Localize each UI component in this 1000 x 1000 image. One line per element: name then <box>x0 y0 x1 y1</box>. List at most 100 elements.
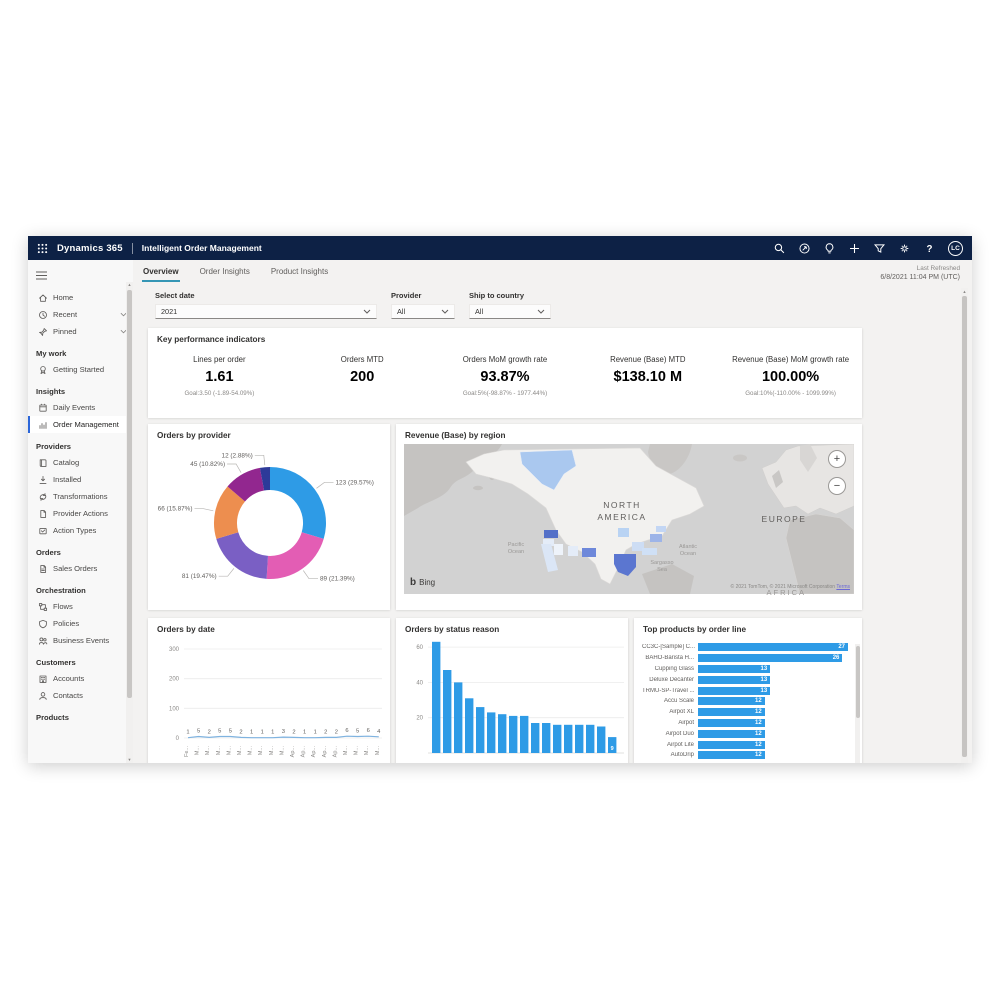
top-products-row[interactable]: Deluxe Decanter 13 <box>642 674 852 685</box>
svg-text:1: 1 <box>250 730 253 736</box>
top-products-row[interactable]: Cupping Glass 13 <box>642 664 852 675</box>
sidebar-item-pinned[interactable]: Pinned <box>28 323 133 340</box>
top-products-row[interactable]: Airpot Duo 12 <box>642 728 852 739</box>
sidebar-item-recent[interactable]: Recent <box>28 306 133 323</box>
revenue-by-region-map[interactable]: NORTH AMERICA EUROPE Pacific Ocean Atlan… <box>404 443 855 597</box>
svg-text:2: 2 <box>335 729 338 735</box>
orders-by-status-reason-bar-chart[interactable]: 20 40 60 9 <box>396 636 628 763</box>
world-map[interactable]: NORTH AMERICA EUROPE Pacific Ocean Atlan… <box>404 443 855 595</box>
sidebar-item-label: Home <box>53 293 74 302</box>
orders-by-provider-donut-chart[interactable]: 123 (29.57%) 89 (21.39%) 81 (19.47%) 66 (15… <box>148 442 390 606</box>
map-label-sargasso: Sargasso <box>650 560 673 566</box>
provider-dropdown[interactable]: All <box>391 304 455 319</box>
scroll-up-icon[interactable]: ▲ <box>962 289 967 294</box>
sidebar-item-provider-actions[interactable]: Provider Actions <box>28 505 133 522</box>
search-icon[interactable] <box>773 242 786 255</box>
sidebar-item-catalog[interactable]: Catalog <box>28 454 133 471</box>
product-bar[interactable]: 26 <box>698 654 843 663</box>
scroll-up-icon[interactable]: ▲ <box>127 282 132 287</box>
sidebar-item-flows[interactable]: Flows <box>28 598 133 615</box>
sidebar-item-daily-events[interactable]: Daily Events <box>28 399 133 416</box>
scroll-down-icon[interactable]: ▼ <box>127 757 132 762</box>
top-products-row[interactable]: Airpot Lite 12 <box>642 739 852 750</box>
sidebar-item-contacts[interactable]: Contacts <box>28 687 133 704</box>
kpi-card: Key performance indicators Lines per ord… <box>148 328 862 418</box>
compass-icon[interactable] <box>798 242 811 255</box>
product-bar[interactable]: 27 <box>698 643 848 652</box>
map-terms-link[interactable]: Terms <box>836 584 850 590</box>
product-bar[interactable]: 12 <box>698 697 765 706</box>
contacts-icon <box>38 691 48 701</box>
ship-to-country-dropdown[interactable]: All <box>469 304 551 319</box>
sidebar: Home Recent Pinned My work Getting Started In… <box>28 260 133 763</box>
product-bar[interactable]: 12 <box>698 708 765 717</box>
svg-text:1: 1 <box>314 730 317 736</box>
sidebar-item-business-events[interactable]: Business Events <box>28 632 133 649</box>
page-scroll-thumb[interactable] <box>962 296 967 757</box>
top-products-row[interactable]: TRMU-SP-Travel ... 13 <box>642 685 852 696</box>
chevron-down-icon <box>441 309 449 314</box>
top-products-row[interactable]: CC3C-[Sample] C... 27 <box>642 642 852 653</box>
top-products-row[interactable]: Airpot XL 12 <box>642 707 852 718</box>
product-value: 12 <box>755 698 762 705</box>
svg-text:?: ? <box>927 243 933 254</box>
top-products-row[interactable]: Airpot 12 <box>642 718 852 729</box>
avatar[interactable]: LC <box>948 240 963 256</box>
map-zoom-in-button[interactable]: + <box>828 450 846 468</box>
sidebar-item-sales-orders[interactable]: Sales Orders <box>28 560 133 577</box>
top-products-scrollbar[interactable] <box>855 644 860 763</box>
sidebar-item-getting-started[interactable]: Getting Started <box>28 361 133 378</box>
sidebar-item-policies[interactable]: Policies <box>28 615 133 632</box>
filter-icon[interactable] <box>873 242 886 255</box>
svg-text:2: 2 <box>324 729 327 735</box>
page-scrollbar[interactable]: ▲ <box>961 288 968 763</box>
sidebar-section-insights: Insights <box>36 387 66 396</box>
select-date-dropdown[interactable]: 2021 <box>155 304 377 319</box>
product-bar[interactable]: 13 <box>698 664 771 673</box>
svg-text:5: 5 <box>229 729 232 735</box>
svg-text:100: 100 <box>169 706 180 712</box>
top-products-row[interactable]: Accu Scale 12 <box>642 696 852 707</box>
hamburger-icon[interactable] <box>28 260 133 289</box>
sidebar-scrollbar[interactable]: ▲ ▼ <box>126 282 133 763</box>
orders-by-date-line-chart[interactable]: 30020010001Fe...5M...2M...5M...5M...2M..… <box>148 636 390 763</box>
action-types-icon <box>38 526 48 536</box>
sidebar-item-home[interactable]: Home <box>28 289 133 306</box>
chevron-down-icon <box>120 329 127 334</box>
settings-icon[interactable] <box>898 242 911 255</box>
sidebar-item-installed[interactable]: Installed <box>28 471 133 488</box>
app-title[interactable]: Dynamics 365 <box>57 242 123 254</box>
filter-bar: Select date 2021 Provider All Ship to co… <box>155 291 565 319</box>
svg-text:Ap...: Ap... <box>311 746 317 758</box>
top-products-bar-chart[interactable]: CC3C-[Sample] C... 27 BAHO-Barista H... 26 C… <box>642 642 852 761</box>
tab-product-insights[interactable]: Product Insights <box>270 267 329 276</box>
product-bar[interactable]: 12 <box>698 729 765 738</box>
top-products-row[interactable]: AutoDrip 12 <box>642 750 852 761</box>
product-bar[interactable]: 12 <box>698 740 765 749</box>
business-events-icon <box>38 636 48 646</box>
svg-text:89 (21.39%): 89 (21.39%) <box>320 576 355 583</box>
map-zoom-out-button[interactable]: − <box>828 477 846 495</box>
topbar: Dynamics 365 Intelligent Order Managemen… <box>28 236 972 260</box>
lightbulb-icon[interactable] <box>823 242 836 255</box>
product-bar[interactable]: 12 <box>698 751 765 760</box>
sidebar-item-action-types[interactable]: Action Types <box>28 522 133 539</box>
tab-overview[interactable]: Overview <box>142 264 180 282</box>
sidebar-item-accounts[interactable]: Accounts <box>28 670 133 687</box>
waffle-icon[interactable] <box>37 243 48 254</box>
sidebar-item-order-management[interactable]: Order Management <box>28 416 133 433</box>
sidebar-item-transformations[interactable]: Transformations <box>28 488 133 505</box>
tab-order-insights[interactable]: Order Insights <box>199 267 250 276</box>
sidebar-item-label: Business Events <box>53 636 110 645</box>
top-products-row[interactable]: BAHO-Barista H... 26 <box>642 653 852 664</box>
add-icon[interactable] <box>848 242 861 255</box>
product-bar[interactable]: 13 <box>698 686 771 695</box>
svg-text:9: 9 <box>611 746 614 752</box>
product-bar[interactable]: 13 <box>698 675 771 684</box>
product-label: BAHO-Barista H... <box>645 655 694 662</box>
sidebar-scroll-thumb[interactable] <box>127 290 132 698</box>
sidebar-section-orders: Orders <box>36 548 61 557</box>
help-icon[interactable]: ? <box>923 242 936 255</box>
svg-text:6: 6 <box>345 728 348 734</box>
product-bar[interactable]: 12 <box>698 718 765 727</box>
